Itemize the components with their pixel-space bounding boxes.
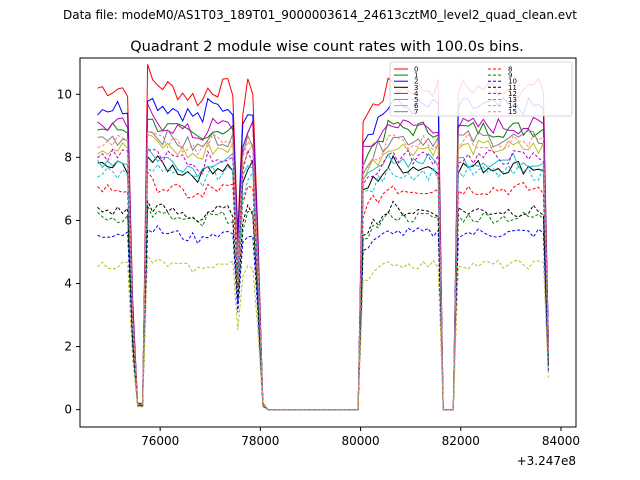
series-line-15	[97, 131, 549, 411]
figure-supertitle: Data file: modeM0/AS1T03_189T01_90000036…	[63, 8, 577, 22]
y-tick-label: 8	[64, 150, 72, 164]
legend-label-4: 4	[414, 90, 419, 98]
x-tick-label: 78000	[241, 434, 279, 448]
series-line-4	[97, 103, 549, 411]
legend-label-14: 14	[508, 102, 517, 110]
legend-label-9: 9	[508, 72, 512, 80]
x-tick-label: 80000	[341, 434, 379, 448]
series-line-11	[97, 200, 549, 411]
legend-label-3: 3	[414, 84, 418, 92]
x-offset-label: +3.247e8	[517, 454, 576, 468]
chart-title: Quadrant 2 module wise count rates with …	[130, 39, 524, 55]
series-line-13	[97, 163, 549, 411]
legend-box	[389, 61, 573, 117]
series-line-5	[97, 146, 549, 411]
legend-label-6: 6	[414, 102, 419, 110]
legend-label-12: 12	[508, 90, 517, 98]
plot-area	[97, 64, 549, 411]
series-line-8	[97, 170, 549, 411]
y-tick-label: 10	[57, 87, 72, 101]
legend-label-15: 15	[508, 108, 517, 116]
legend-label-10: 10	[508, 78, 517, 86]
axes-frame	[79, 57, 577, 428]
legend-label-1: 1	[414, 72, 418, 80]
legend-label-7: 7	[414, 108, 418, 116]
legend-label-13: 13	[508, 96, 517, 104]
series-line-12	[97, 148, 549, 411]
legend-label-5: 5	[414, 96, 418, 104]
legend-label-2: 2	[414, 78, 418, 86]
legend-label-0: 0	[414, 66, 418, 74]
series-line-2	[97, 96, 549, 411]
x-tick-label: 76000	[141, 434, 179, 448]
y-tick-label: 6	[64, 213, 72, 227]
series-line-7	[97, 128, 549, 411]
legend-label-11: 11	[508, 84, 517, 92]
y-tick-label: 4	[64, 277, 72, 291]
x-tick-label: 84000	[542, 434, 580, 448]
y-tick-label: 0	[64, 403, 72, 417]
legend-label-8: 8	[508, 66, 512, 74]
series-line-14	[97, 253, 549, 411]
series-line-9	[97, 205, 549, 411]
y-tick-label: 2	[64, 340, 72, 354]
series-line-6	[97, 133, 549, 411]
series-line-10	[97, 224, 549, 411]
x-tick-label: 82000	[442, 434, 480, 448]
